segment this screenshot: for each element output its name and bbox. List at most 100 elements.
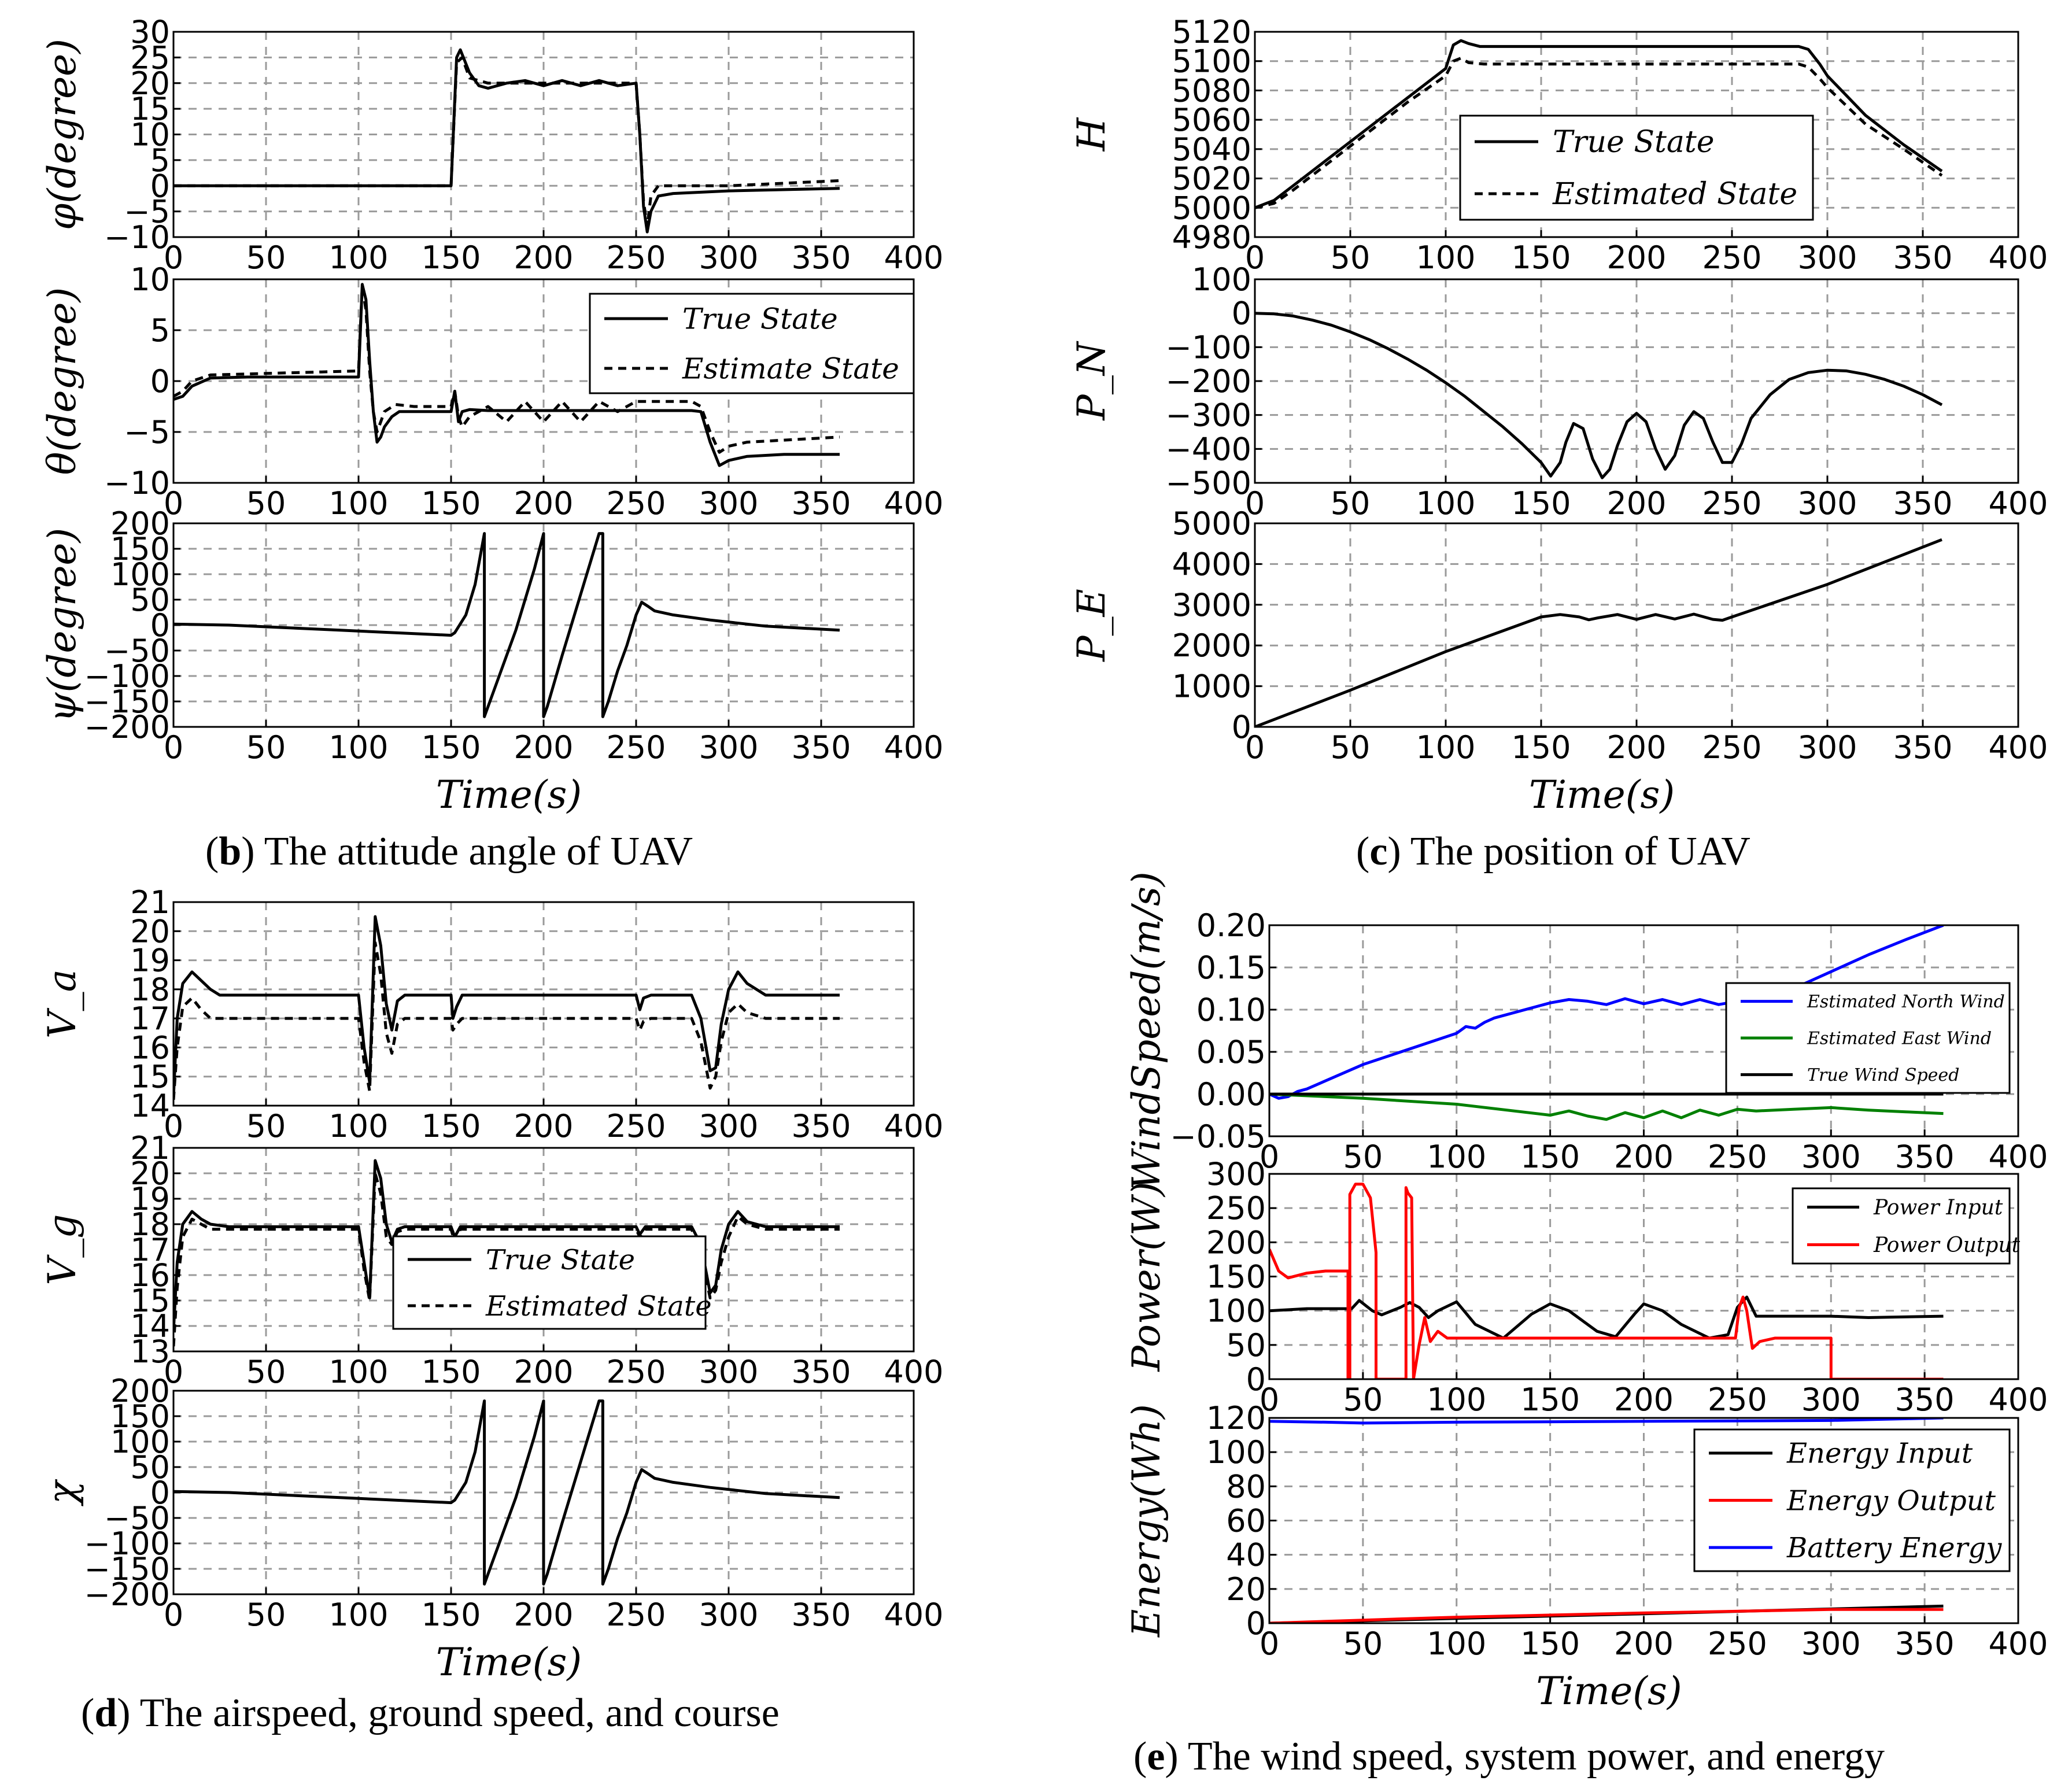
x-tick-label: 50	[1343, 1626, 1383, 1662]
x-tick-label: 0	[1245, 485, 1265, 522]
panel-PN: 0 50 100 150 200 250 300 350 4001000−100−200−300…	[1069, 261, 2048, 522]
legend-label: True State	[486, 1244, 635, 1276]
x-tick-label: 400	[884, 1354, 943, 1390]
legend-label: Power Input	[1873, 1196, 2003, 1220]
legends: True State Estimate State True State Estima…	[392, 114, 2021, 1572]
y-tick-label: 200	[110, 505, 170, 542]
y-tick-label: −50	[104, 633, 170, 669]
y-tick-label: 18	[130, 1206, 170, 1243]
x-tick-label: 250	[606, 729, 666, 766]
x-axis-label: Time(s)	[1529, 773, 1675, 817]
y-tick-label: 3000	[1172, 587, 1251, 623]
plot-frame	[1268, 924, 2019, 1137]
y-tick-label: −200	[84, 709, 170, 745]
y-tick-label: 19	[130, 943, 170, 979]
panel-H: 0 50 100 150 200 250 300 350 400 5120510050805060…	[1069, 14, 2048, 276]
x-tick-label: 350	[1893, 485, 1952, 522]
y-tick-label: 21	[130, 1130, 170, 1166]
y-tick-label: −10	[104, 465, 170, 501]
x-tick-label: 150	[1511, 729, 1571, 766]
y-tick-label: −150	[84, 684, 170, 720]
x-tick-label: 100	[1427, 1139, 1486, 1175]
x-tick-label: 250	[1708, 1139, 1767, 1175]
y-tick-label: 14	[130, 1308, 170, 1344]
x-tick-label: 250	[1708, 1626, 1767, 1662]
y-tick-label: −150	[84, 1551, 170, 1587]
y-tick-label: 5000	[1172, 190, 1251, 226]
x-tick-label: 100	[328, 239, 388, 276]
caption-c: (c) The position of UAV	[1356, 829, 1750, 874]
y-tick-label: 50	[130, 1449, 170, 1486]
x-tick-label: 200	[1606, 485, 1666, 522]
legend-label: Energy Input	[1786, 1438, 1973, 1470]
y-tick-label: 10	[130, 261, 170, 298]
legend-power: Power Input Power Output	[1792, 1187, 2021, 1265]
x-tick-label: 350	[791, 729, 851, 766]
series-line-Va-0	[173, 915, 840, 1098]
y-tick-label: 30	[130, 14, 170, 50]
series-line-power-0	[1269, 1295, 1944, 1340]
x-tick-label: 100	[1416, 485, 1475, 522]
x-tick-label: 250	[606, 1108, 666, 1144]
y-tick-label: 16	[130, 1029, 170, 1066]
x-tick-label: 400	[1988, 1381, 2048, 1418]
x-tick-label: 0	[164, 485, 183, 522]
y-tick-label: 200	[110, 1373, 170, 1409]
y-tick-label: 150	[110, 531, 170, 567]
caption-e-letter: e	[1147, 1734, 1165, 1779]
x-tick-label: 350	[791, 1108, 851, 1144]
x-tick-label: 200	[514, 485, 573, 522]
series-group	[1255, 538, 1942, 727]
y-tick-label: 150	[110, 1398, 170, 1435]
y-tick-label: 80	[1226, 1468, 1266, 1505]
x-tick-label: 300	[1801, 1139, 1861, 1175]
x-tick-label: 200	[1606, 729, 1666, 766]
x-tick-label: 400	[1988, 485, 2048, 522]
legend-energy: Energy Input Energy Output Battery Energy	[1693, 1428, 2011, 1572]
series-group	[1269, 1183, 1944, 1379]
legend-label: Estimated State	[1552, 177, 1797, 212]
y-tick-label: 1000	[1172, 668, 1251, 705]
x-tick-label: 200	[514, 239, 573, 276]
series-group	[173, 1159, 840, 1347]
x-tick-label: 50	[246, 1597, 286, 1633]
x-tick-label: 100	[328, 729, 388, 766]
x-tick-label: 300	[699, 729, 758, 766]
legend-label: True Wind Speed	[1807, 1065, 1959, 1085]
caption-b-letter: b	[219, 829, 241, 874]
y-tick-label: 0	[150, 1475, 170, 1511]
x-tick-label: 0	[164, 239, 183, 276]
y-tick-label: 100	[110, 1424, 170, 1460]
y-tick-label: 50	[130, 582, 170, 618]
x-tick-label: 100	[328, 1108, 388, 1144]
y-axis-label: V_a	[40, 969, 84, 1039]
x-tick-label: 150	[421, 1108, 481, 1144]
x-tick-label: 0	[164, 1108, 183, 1144]
x-tick-label: 150	[1520, 1626, 1580, 1662]
caption-e-text: ) The wind speed, system power, and ener…	[1165, 1734, 1885, 1779]
legend-H: True State Estimated State	[1459, 114, 1814, 221]
panel-phi: 0 50 100 150 200 250 300 350 400302520151050−5−1…	[40, 14, 944, 276]
y-axis-label: WindSpeed(m/s)	[1124, 871, 1169, 1190]
series-line-Vg-1	[173, 1172, 840, 1347]
series-line-H-0	[1255, 39, 1943, 209]
y-tick-label: 15	[130, 91, 170, 127]
x-tick-label: 150	[421, 1354, 481, 1390]
series-line-theta-1	[173, 285, 840, 454]
series-line-energy-2	[1269, 1418, 1944, 1425]
y-tick-label: 5020	[1172, 161, 1251, 197]
x-tick-label: 250	[1702, 239, 1761, 276]
x-tick-label: 0	[164, 1354, 183, 1390]
x-tick-label: 100	[328, 1597, 388, 1633]
x-tick-label: 350	[1895, 1626, 1955, 1662]
x-tick-label: 0	[1245, 239, 1265, 276]
x-tick-label: 250	[606, 1597, 666, 1633]
x-tick-label: 50	[246, 1354, 286, 1390]
legend-label: True State	[1553, 125, 1715, 160]
caption-d-text: ) The airspeed, ground speed, and course	[117, 1691, 780, 1735]
y-axis-label: V_g	[40, 1214, 84, 1285]
plot-frame	[172, 522, 915, 728]
x-tick-label: 100	[1416, 239, 1475, 276]
y-tick-label: 0	[1246, 1361, 1266, 1398]
